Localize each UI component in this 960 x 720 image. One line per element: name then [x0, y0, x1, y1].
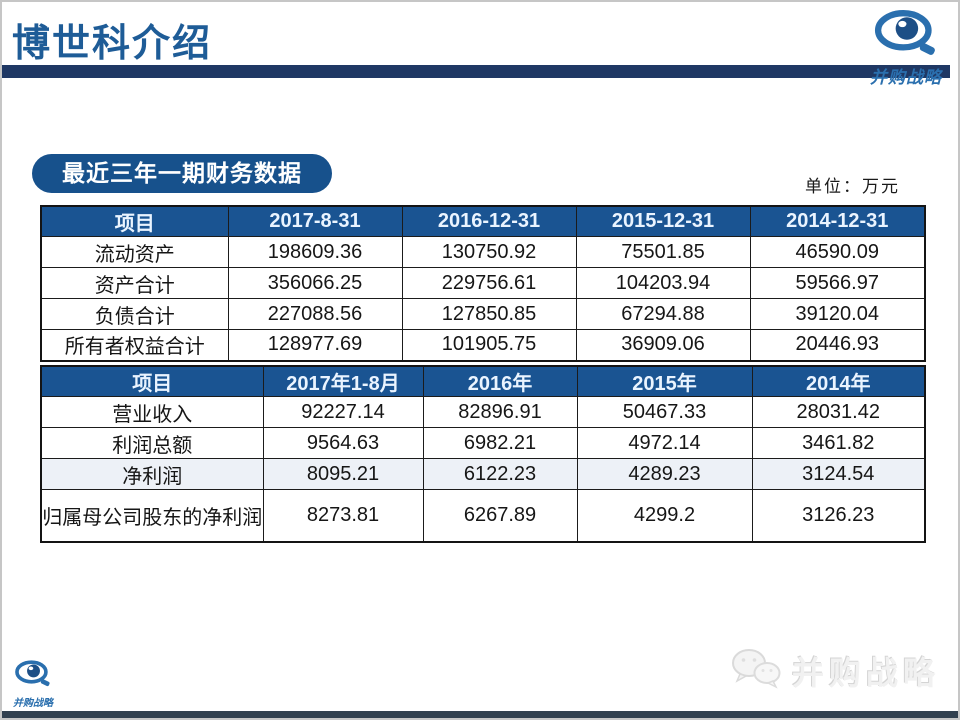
cell-value: 9564.63 [262, 427, 424, 459]
cell-value: 36909.06 [575, 329, 751, 361]
eye-magnifier-icon [874, 10, 938, 64]
cell-value: 101905.75 [401, 329, 577, 361]
cell-value: 82896.91 [422, 396, 578, 428]
cell-value: 59566.97 [749, 267, 926, 299]
cell-value: 39120.04 [749, 298, 926, 330]
cell-value: 20446.93 [749, 329, 926, 361]
brand-logo-top-right: 并购战略 [858, 6, 954, 88]
table-row: 营业收入 92227.14 82896.91 50467.33 28031.42 [40, 396, 926, 428]
cell-value: 3124.54 [751, 458, 926, 490]
cell-value: 46590.09 [749, 236, 926, 268]
cell-value: 50467.33 [576, 396, 753, 428]
cell-value: 356066.25 [227, 267, 403, 299]
cell-value: 75501.85 [575, 236, 751, 268]
table-row: 流动资产 198609.36 130750.92 75501.85 46590.… [40, 236, 926, 268]
table-row: 资产合计 356066.25 229756.61 104203.94 59566… [40, 267, 926, 299]
bottom-accent-bar [2, 711, 958, 718]
eye-magnifier-icon [14, 660, 52, 693]
column-header: 2015-12-31 [575, 205, 751, 237]
table-row: 利润总额 9564.63 6982.21 4972.14 3461.82 [40, 427, 926, 459]
column-header: 2014-12-31 [749, 205, 926, 237]
column-header: 2017-8-31 [227, 205, 403, 237]
unit-note: 单位：万元 [805, 177, 900, 196]
title-underline-bar [2, 65, 950, 78]
table-row: 归属母公司股东的净利润 8273.81 6267.89 4299.2 3126.… [40, 489, 926, 542]
cell-value: 4972.14 [576, 427, 753, 459]
cell-value: 6267.89 [422, 489, 578, 542]
column-header: 项目 [40, 205, 229, 237]
cell-value: 127850.85 [401, 298, 577, 330]
table-row: 净利润 8095.21 6122.23 4289.23 3124.54 [40, 458, 926, 490]
watermark-text: 并购战略 [791, 654, 940, 691]
cell-value: 104203.94 [575, 267, 751, 299]
row-label: 营业收入 [40, 396, 264, 428]
row-label: 流动资产 [40, 236, 229, 268]
income-statement-table: 项目 2017年1-8月 2016年 2015年 2014年 营业收入 9222… [40, 365, 926, 543]
column-header: 2014年 [751, 365, 926, 397]
cell-value: 128977.69 [227, 329, 403, 361]
cell-value: 92227.14 [262, 396, 424, 428]
column-header: 项目 [40, 365, 264, 397]
row-label: 净利润 [40, 458, 264, 490]
column-header: 2016-12-31 [401, 205, 577, 237]
wechat-icon [730, 647, 782, 694]
row-label: 归属母公司股东的净利润 [40, 489, 264, 542]
row-label: 利润总额 [40, 427, 264, 459]
row-label: 负债合计 [40, 298, 229, 330]
table-row: 负债合计 227088.56 127850.85 67294.88 39120.… [40, 298, 926, 330]
column-header: 2016年 [422, 365, 578, 397]
table-header-row: 项目 2017-8-31 2016-12-31 2015-12-31 2014-… [40, 205, 926, 237]
cell-value: 130750.92 [401, 236, 577, 268]
cell-value: 4289.23 [576, 458, 753, 490]
brand-logo-bottom-left: 并购战略 [9, 658, 57, 709]
cell-value: 3126.23 [751, 489, 926, 542]
cell-value: 8095.21 [262, 458, 424, 490]
cell-value: 4299.2 [576, 489, 753, 542]
column-header: 2017年1-8月 [262, 365, 424, 397]
table-header-row: 项目 2017年1-8月 2016年 2015年 2014年 [40, 365, 926, 397]
cell-value: 198609.36 [227, 236, 403, 268]
watermark: 并购战略 [730, 647, 940, 694]
cell-value: 6982.21 [422, 427, 578, 459]
table-row: 所有者权益合计 128977.69 101905.75 36909.06 204… [40, 329, 926, 361]
cell-value: 28031.42 [751, 396, 926, 428]
cell-value: 3461.82 [751, 427, 926, 459]
column-header: 2015年 [576, 365, 753, 397]
balance-sheet-table: 项目 2017-8-31 2016-12-31 2015-12-31 2014-… [40, 205, 926, 362]
row-label: 资产合计 [40, 267, 229, 299]
cell-value: 227088.56 [227, 298, 403, 330]
brand-logo-text: 并购战略 [870, 68, 942, 87]
row-label: 所有者权益合计 [40, 329, 229, 361]
section-badge: 最近三年一期财务数据 [32, 154, 332, 193]
brand-logo-text: 并购战略 [13, 698, 53, 709]
cell-value: 229756.61 [401, 267, 577, 299]
page-title: 博世科介绍 [12, 23, 213, 65]
cell-value: 8273.81 [262, 489, 424, 542]
cell-value: 67294.88 [575, 298, 751, 330]
cell-value: 6122.23 [422, 458, 578, 490]
